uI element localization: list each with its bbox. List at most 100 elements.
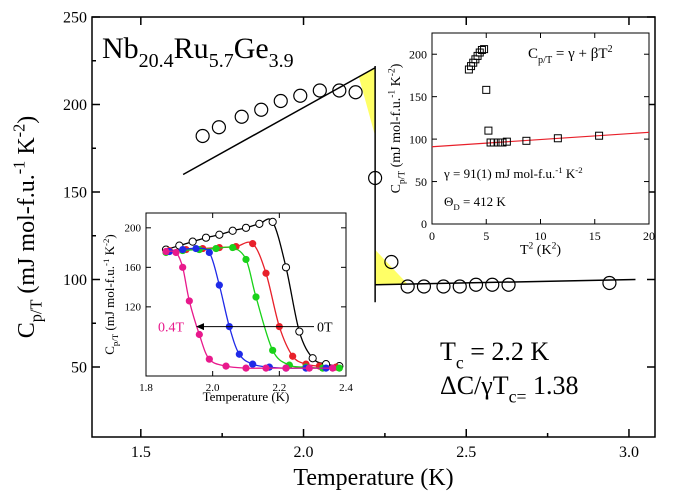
y-tick-label: 200 bbox=[409, 47, 427, 61]
inset-curve-point bbox=[212, 244, 220, 253]
data-point bbox=[468, 277, 484, 292]
y-tick-label: 200 bbox=[125, 223, 142, 235]
x-tick-label: 20 bbox=[643, 229, 655, 243]
inset-curve-point bbox=[282, 364, 290, 372]
x-tick-label: 15 bbox=[589, 229, 601, 243]
inset-curve-point bbox=[262, 269, 270, 277]
data-point bbox=[234, 109, 249, 124]
inset-curve-point bbox=[215, 230, 224, 239]
x-tick-label: 3.0 bbox=[619, 444, 639, 461]
lower-left-inset: 1.8 2.0 2.2 2.4 120 160 200 Temperature (K) Cp/T… bbox=[101, 212, 353, 404]
inset-curve-point bbox=[269, 346, 277, 354]
x-tick-label: 1.8 bbox=[139, 382, 153, 394]
x-tick-label: 0 bbox=[429, 229, 435, 243]
field-arrow-head bbox=[196, 323, 204, 331]
y-tick-label: 120 bbox=[125, 302, 142, 314]
data-point bbox=[602, 275, 617, 291]
y-tick-label: 160 bbox=[125, 262, 142, 274]
inset-curve-point bbox=[255, 219, 264, 228]
inset-formula: Cp/T = γ + βT2 bbox=[528, 44, 613, 66]
y-axis-label: Cp/T (mJ mol-f.u.-1 K-2) bbox=[101, 234, 120, 355]
inset-fit-line bbox=[431, 131, 650, 148]
inset-curve-point bbox=[205, 355, 213, 363]
plot-frame bbox=[145, 212, 347, 377]
inset-data-point bbox=[502, 137, 511, 146]
entropy-balance-area bbox=[375, 249, 408, 285]
inset-curve-point bbox=[252, 293, 260, 301]
data-point bbox=[211, 120, 227, 135]
inset-curve-point bbox=[222, 362, 230, 370]
inset-curve-point bbox=[262, 364, 270, 372]
inset-curve-point bbox=[188, 237, 197, 246]
inset-curve-point bbox=[195, 330, 203, 339]
data-point bbox=[452, 279, 467, 294]
data-point bbox=[400, 279, 415, 294]
inset-curve-point bbox=[335, 364, 343, 372]
inset-curve-point bbox=[249, 240, 257, 248]
tc-label: Tc = 2.2 K bbox=[440, 337, 549, 372]
entropy-balance-area bbox=[358, 67, 376, 136]
jump-label: ΔC/γTc= 1.38 bbox=[440, 371, 578, 406]
inset-curve-point bbox=[295, 327, 304, 336]
inset-curve-point bbox=[229, 243, 237, 252]
data-point bbox=[273, 93, 288, 109]
inset-curve-point bbox=[162, 247, 170, 256]
inset-data-point bbox=[522, 136, 531, 145]
inset-data-point bbox=[484, 126, 493, 135]
x-tick-label: 2.0 bbox=[206, 382, 220, 394]
y-tick-label: 100 bbox=[409, 132, 427, 146]
y-axis-label: Cp/T (mJ mol-f.u.-1 K-2) bbox=[387, 63, 407, 193]
plot-frame bbox=[91, 16, 656, 438]
inset-data-point bbox=[489, 138, 498, 147]
data-point bbox=[416, 279, 432, 294]
inset-curve-point bbox=[228, 226, 237, 235]
x-axis-label: Temperature (K) bbox=[203, 389, 290, 404]
y-tick-label: 250 bbox=[63, 10, 87, 27]
x-tick-label: 10 bbox=[535, 229, 547, 243]
data-point bbox=[312, 83, 327, 98]
y-tick-label: 150 bbox=[409, 90, 427, 104]
inset-curve-point bbox=[249, 360, 257, 368]
inset-curve-point bbox=[268, 217, 277, 226]
y-tick-label: 50 bbox=[415, 175, 427, 189]
inset-curve-point bbox=[281, 263, 291, 272]
inset-curve-point bbox=[289, 352, 297, 360]
x-tick-label: 2.4 bbox=[339, 382, 353, 394]
y-tick-label: 50 bbox=[71, 360, 87, 377]
field-label-high: 0T bbox=[317, 321, 333, 336]
inset-curve-point bbox=[172, 248, 180, 257]
inset-curve-point bbox=[305, 364, 313, 372]
inset-curve-point bbox=[185, 297, 193, 305]
data-point bbox=[485, 277, 500, 292]
y-axis-label: Cp/T (mJ mol-f.u.-1 K-2) bbox=[9, 116, 45, 339]
inset-data-point bbox=[595, 131, 604, 140]
inset-theta: ΘD = 412 K bbox=[444, 194, 506, 212]
y-tick-label: 150 bbox=[63, 185, 87, 202]
x-tick-label: 2.2 bbox=[272, 382, 286, 394]
compound-label: Nb20.4Ru5.7Ge3.9 bbox=[102, 32, 294, 72]
inset-curve-point bbox=[201, 233, 211, 242]
inset-data-point bbox=[477, 45, 486, 54]
data-point bbox=[293, 88, 308, 103]
x-axis-label: T2 (K2) bbox=[520, 241, 561, 258]
y-tick-label: 200 bbox=[63, 97, 87, 114]
data-point bbox=[254, 102, 269, 117]
inset-curve-point bbox=[179, 263, 187, 271]
inset-curve-point bbox=[329, 364, 337, 372]
x-axis-label: Temperature (K) bbox=[293, 465, 453, 491]
y-tick-label: 100 bbox=[63, 272, 87, 289]
inset-curve-point bbox=[235, 350, 243, 358]
inset-curve-point bbox=[192, 244, 200, 253]
fit-line bbox=[182, 67, 376, 176]
inset-curve-point bbox=[308, 354, 317, 363]
data-point bbox=[332, 83, 347, 98]
y-tick-label: 0 bbox=[421, 217, 427, 231]
inset-data-point bbox=[553, 134, 562, 143]
x-tick-label: 2.5 bbox=[456, 444, 476, 461]
inset-data-point bbox=[482, 85, 491, 94]
x-tick-label: 1.5 bbox=[131, 444, 151, 461]
data-point bbox=[368, 170, 383, 186]
